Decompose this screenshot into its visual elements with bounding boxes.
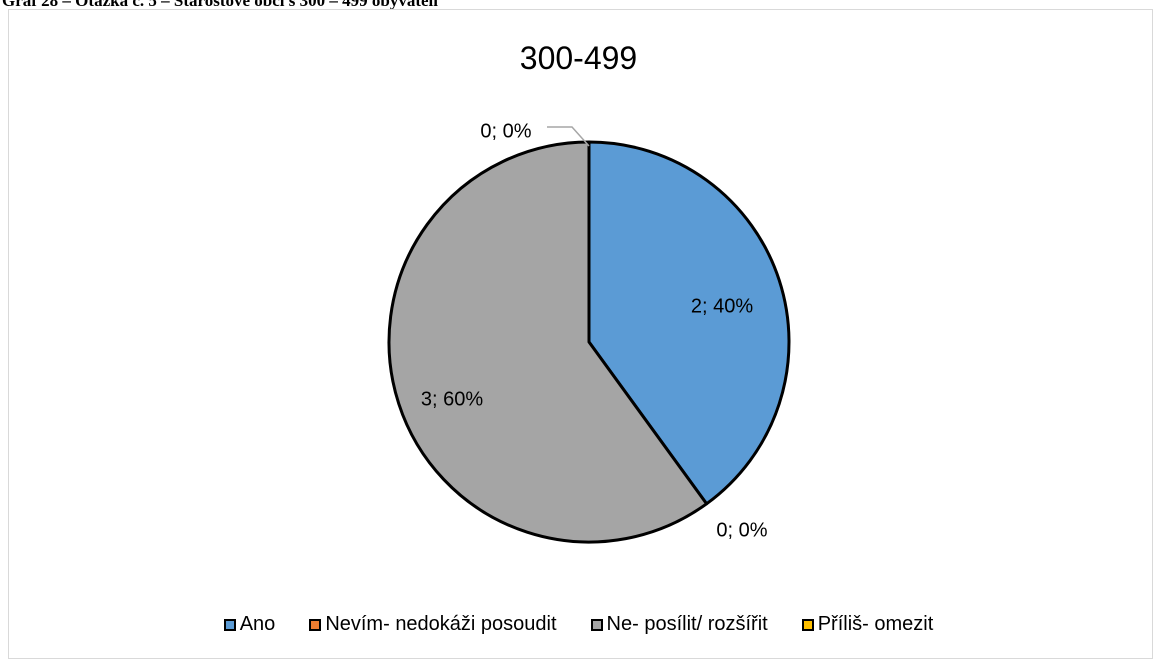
legend-label-prilis: Příliš- omezit <box>817 613 934 635</box>
legend-swatch-ne <box>590 618 603 631</box>
data-label-nevim: 0; 0% <box>716 519 767 541</box>
legend-label-ne: Ne- posílit/ rozšířit <box>606 613 768 635</box>
legend-item-prilis: Příliš- omezit <box>801 613 934 636</box>
pie-slice-ano <box>587 140 791 506</box>
data-label-ano: 2; 40% <box>691 295 753 317</box>
chart-title: 300-499 <box>519 40 638 76</box>
figure-caption: Graf 28 – Otázka č. 5 – Starostové obcí … <box>2 0 438 10</box>
pie-slice-ne <box>387 140 709 544</box>
legend-item-ano: Ano <box>223 613 276 636</box>
legend-item-ne: Ne- posílit/ rozšířit <box>590 613 768 636</box>
legend-swatch-ano <box>223 618 236 631</box>
legend-swatch-nevim <box>309 618 322 631</box>
data-label-prilis: 0; 0% <box>480 120 531 142</box>
legend: Ano Nevím- nedokáži posoudit Ne- posílit… <box>0 613 1157 636</box>
legend-label-ano: Ano <box>239 613 276 635</box>
legend-label-nevim: Nevím- nedokáži posoudit <box>325 613 557 635</box>
legend-swatch-prilis <box>801 618 814 631</box>
leader-line-prilis <box>547 126 590 147</box>
data-label-ne: 3; 60% <box>421 388 483 410</box>
legend-item-nevim: Nevím- nedokáži posoudit <box>309 613 557 636</box>
